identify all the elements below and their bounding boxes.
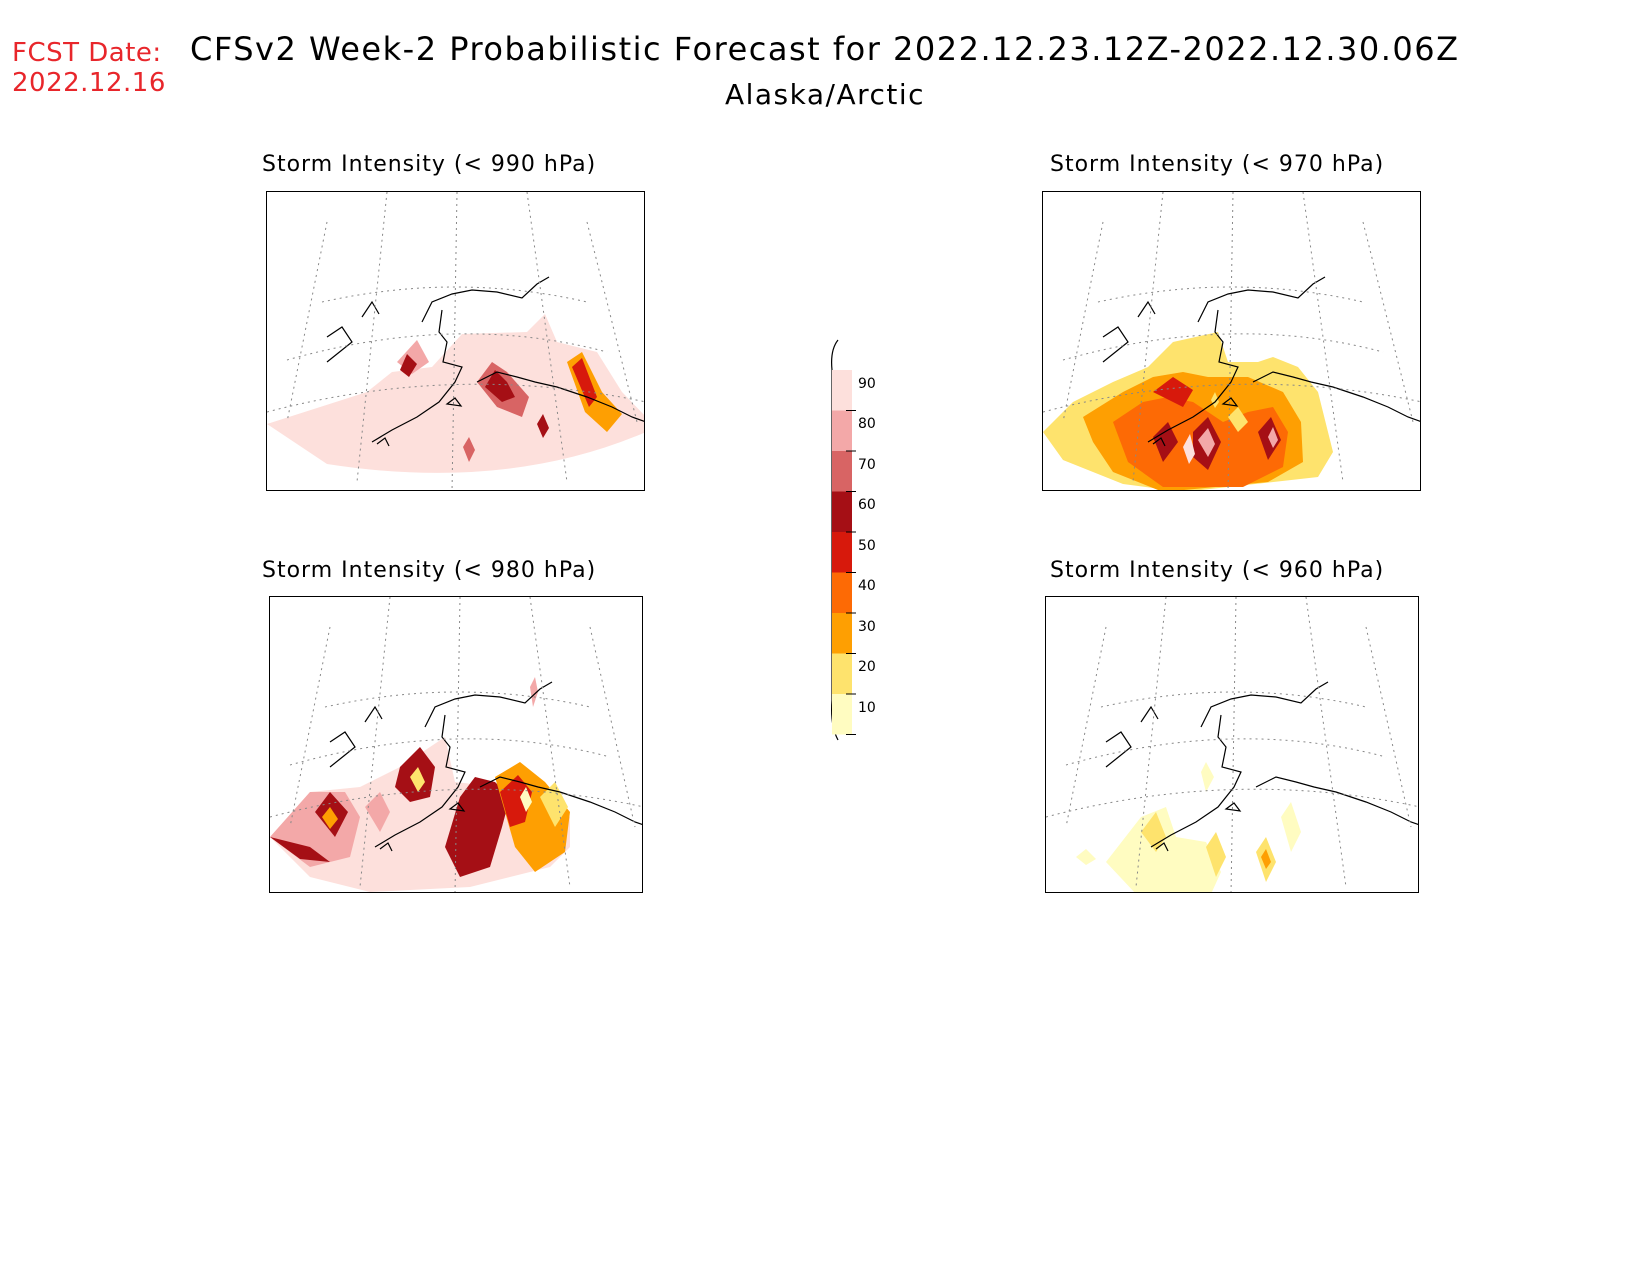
- forecast-date-block: FCST Date: 2022.12.16: [12, 38, 166, 98]
- colorbar-label: 20: [858, 659, 876, 675]
- map-990-svg: [267, 192, 644, 490]
- region-label: Alaska/Arctic: [724, 78, 926, 111]
- map-panel-990: [266, 191, 645, 491]
- shading-980: [270, 677, 570, 892]
- colorbar: 90 80 70 60 50 40 30 20 10: [820, 330, 900, 750]
- shading-990: [267, 314, 644, 473]
- graticule-970: [1043, 192, 1420, 490]
- panel-title-980: Storm Intensity (< 980 hPa): [262, 558, 597, 583]
- map-960-svg: [1046, 597, 1418, 892]
- colorbar-swatch: [832, 613, 852, 654]
- colorbar-swatch: [832, 491, 852, 532]
- panel-title-990: Storm Intensity (< 990 hPa): [262, 152, 597, 177]
- page-title: CFSv2 Week-2 Probabilistic Forecast for …: [190, 30, 1460, 68]
- forecast-date-value: 2022.12.16: [12, 68, 166, 98]
- colorbar-swatch: [832, 410, 852, 451]
- colorbar-label: 30: [858, 618, 876, 635]
- map-970-svg: [1043, 192, 1420, 490]
- graticule-960: [1046, 597, 1418, 892]
- colorbar-swatch: [832, 451, 852, 492]
- colorbar-swatch: [832, 572, 852, 613]
- map-panel-960: [1045, 596, 1419, 893]
- graticule-980: [270, 597, 642, 892]
- panel-title-960: Storm Intensity (< 960 hPa): [1050, 558, 1385, 583]
- coastline-990: [326, 276, 644, 447]
- colorbar-label: 50: [858, 537, 876, 554]
- colorbar-label: 40: [858, 578, 876, 594]
- coastline-960: [1105, 681, 1418, 852]
- panel-title-970: Storm Intensity (< 970 hPa): [1050, 152, 1385, 177]
- colorbar-swatch: [832, 653, 852, 694]
- colorbar-label: 60: [858, 497, 876, 513]
- coastline-970: [1102, 276, 1420, 447]
- map-980-svg: [270, 597, 642, 892]
- map-panel-980: [269, 596, 643, 893]
- map-panel-970: [1042, 191, 1421, 491]
- colorbar-svg: [831, 339, 856, 741]
- colorbar-swatch: [832, 370, 852, 411]
- page-subtitle: Alaska/Arctic: [0, 78, 1650, 111]
- colorbar-label: 90: [858, 375, 876, 392]
- coastline-980: [329, 681, 642, 852]
- colorbar-swatch: [832, 532, 852, 573]
- colorbar-label: 70: [858, 456, 876, 473]
- colorbar-label: 80: [858, 416, 876, 432]
- forecast-date-label: FCST Date:: [12, 38, 162, 68]
- colorbar-swatch: [832, 694, 852, 735]
- colorbar-label: 10: [858, 699, 876, 716]
- graticule-990: [267, 192, 644, 490]
- shading-970: [1043, 332, 1333, 490]
